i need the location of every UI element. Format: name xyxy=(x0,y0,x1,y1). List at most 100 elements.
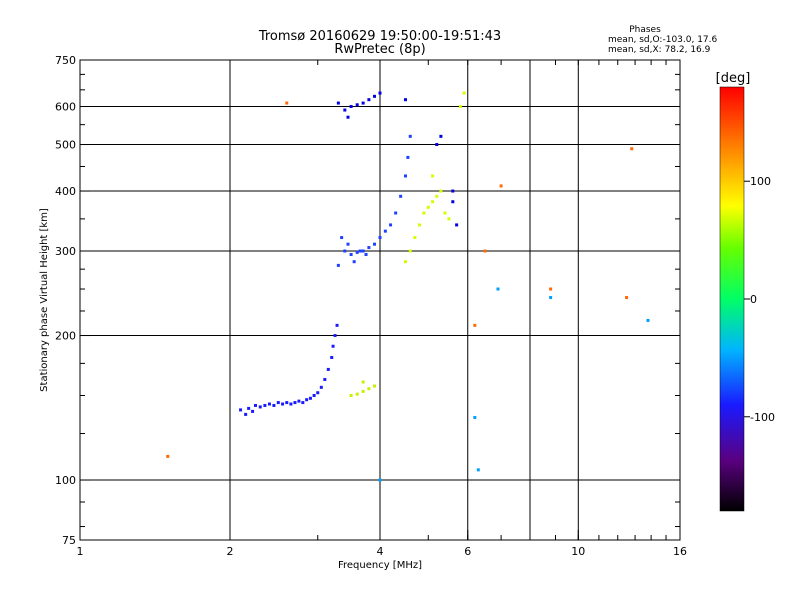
data-point xyxy=(373,94,377,98)
data-point xyxy=(451,189,455,193)
data-point xyxy=(349,253,353,257)
chart-subtitle: RwPretec (8p) xyxy=(334,42,425,57)
x-tick-label: 2 xyxy=(227,545,234,558)
data-point xyxy=(323,377,327,381)
data-point xyxy=(646,318,650,322)
data-point xyxy=(239,408,243,412)
data-point xyxy=(355,103,359,107)
x-tick-label: 16 xyxy=(673,545,687,558)
data-point xyxy=(251,409,255,413)
data-point xyxy=(431,200,435,204)
data-point xyxy=(340,236,344,240)
data-point xyxy=(473,323,477,327)
data-point xyxy=(361,249,365,253)
data-point xyxy=(367,387,371,391)
x-tick-label: 1 xyxy=(77,545,84,558)
data-point xyxy=(476,468,480,472)
x-tick-label: 6 xyxy=(464,545,471,558)
data-point xyxy=(625,296,629,300)
colorbar-tick-label: 0 xyxy=(750,293,757,306)
data-point xyxy=(258,405,262,409)
data-point xyxy=(499,184,503,188)
data-point xyxy=(361,101,365,105)
phases-o-stats: mean, sd,O:-103.0, 17.6 xyxy=(608,35,718,45)
data-point xyxy=(483,249,487,253)
y-tick-label: 100 xyxy=(55,474,76,487)
y-tick-label: 400 xyxy=(55,185,76,198)
data-point xyxy=(319,385,323,389)
data-point xyxy=(458,105,462,109)
data-point xyxy=(244,412,248,416)
x-axis-label: Frequency [MHz] xyxy=(338,560,422,571)
data-point xyxy=(358,249,362,253)
data-point xyxy=(253,403,257,407)
data-point xyxy=(355,250,359,254)
colorbar-ticks: 100 0 -100 xyxy=(744,175,775,424)
data-point xyxy=(403,174,407,178)
data-point xyxy=(439,134,443,138)
data-point xyxy=(496,287,500,291)
data-point xyxy=(431,174,435,178)
data-point xyxy=(630,147,634,151)
data-point xyxy=(346,115,350,119)
data-point xyxy=(285,101,289,105)
data-point xyxy=(331,344,335,348)
data-point xyxy=(349,105,353,109)
data-point xyxy=(455,223,459,227)
data-point xyxy=(355,392,359,396)
y-tick-label: 200 xyxy=(55,330,76,343)
data-point xyxy=(403,260,407,264)
y-tick-label: 300 xyxy=(55,245,76,258)
data-point xyxy=(305,398,309,402)
data-point xyxy=(399,194,403,198)
x-axis: 1 2 4 6 10 16 xyxy=(77,60,687,558)
y-axis-label: Stationary phase Virtual Height [km] xyxy=(39,208,50,392)
data-point xyxy=(361,389,365,393)
phases-x-stats: mean, sd,X: 78.2, 16.9 xyxy=(608,45,711,55)
data-point xyxy=(378,91,382,95)
y-tick-label: 600 xyxy=(55,101,76,114)
colorbar xyxy=(719,86,745,512)
data-point xyxy=(272,403,276,407)
data-point xyxy=(451,200,455,204)
data-point xyxy=(281,402,285,406)
y-axis: 75 100 200 300 400 500 600 750 xyxy=(55,54,680,547)
data-point xyxy=(378,236,382,240)
data-point xyxy=(403,98,407,102)
data-point xyxy=(389,223,393,227)
data-point xyxy=(267,402,271,406)
data-point xyxy=(373,384,377,388)
data-point xyxy=(443,211,447,215)
data-point xyxy=(349,394,353,398)
data-point xyxy=(373,242,377,246)
data-point xyxy=(346,242,350,246)
y-tick-label: 750 xyxy=(55,54,76,67)
gridlines xyxy=(80,60,680,540)
phases-title: Phases xyxy=(629,25,661,35)
data-point xyxy=(367,98,371,102)
data-point xyxy=(326,367,330,371)
colorbar-tick-label: -100 xyxy=(750,411,775,424)
data-point xyxy=(462,91,466,95)
data-point xyxy=(361,380,365,384)
data-point xyxy=(413,236,417,240)
chart-title: Tromsø 20160629 19:50:00-19:51:43 xyxy=(258,29,501,44)
data-point xyxy=(549,296,553,300)
y-tick-label: 75 xyxy=(62,534,76,547)
data-point xyxy=(435,143,439,147)
data-point xyxy=(367,246,371,250)
data-point xyxy=(447,217,451,221)
data-point xyxy=(330,355,334,359)
data-point xyxy=(335,323,339,327)
data-points xyxy=(166,91,650,482)
data-point xyxy=(549,287,553,291)
data-point xyxy=(263,403,267,407)
data-point xyxy=(166,454,170,458)
data-point xyxy=(473,415,477,419)
data-point xyxy=(383,229,387,233)
data-point xyxy=(336,263,340,267)
data-point xyxy=(408,134,412,138)
y-tick-label: 500 xyxy=(55,139,76,152)
data-point xyxy=(426,205,430,209)
data-point xyxy=(394,211,398,215)
